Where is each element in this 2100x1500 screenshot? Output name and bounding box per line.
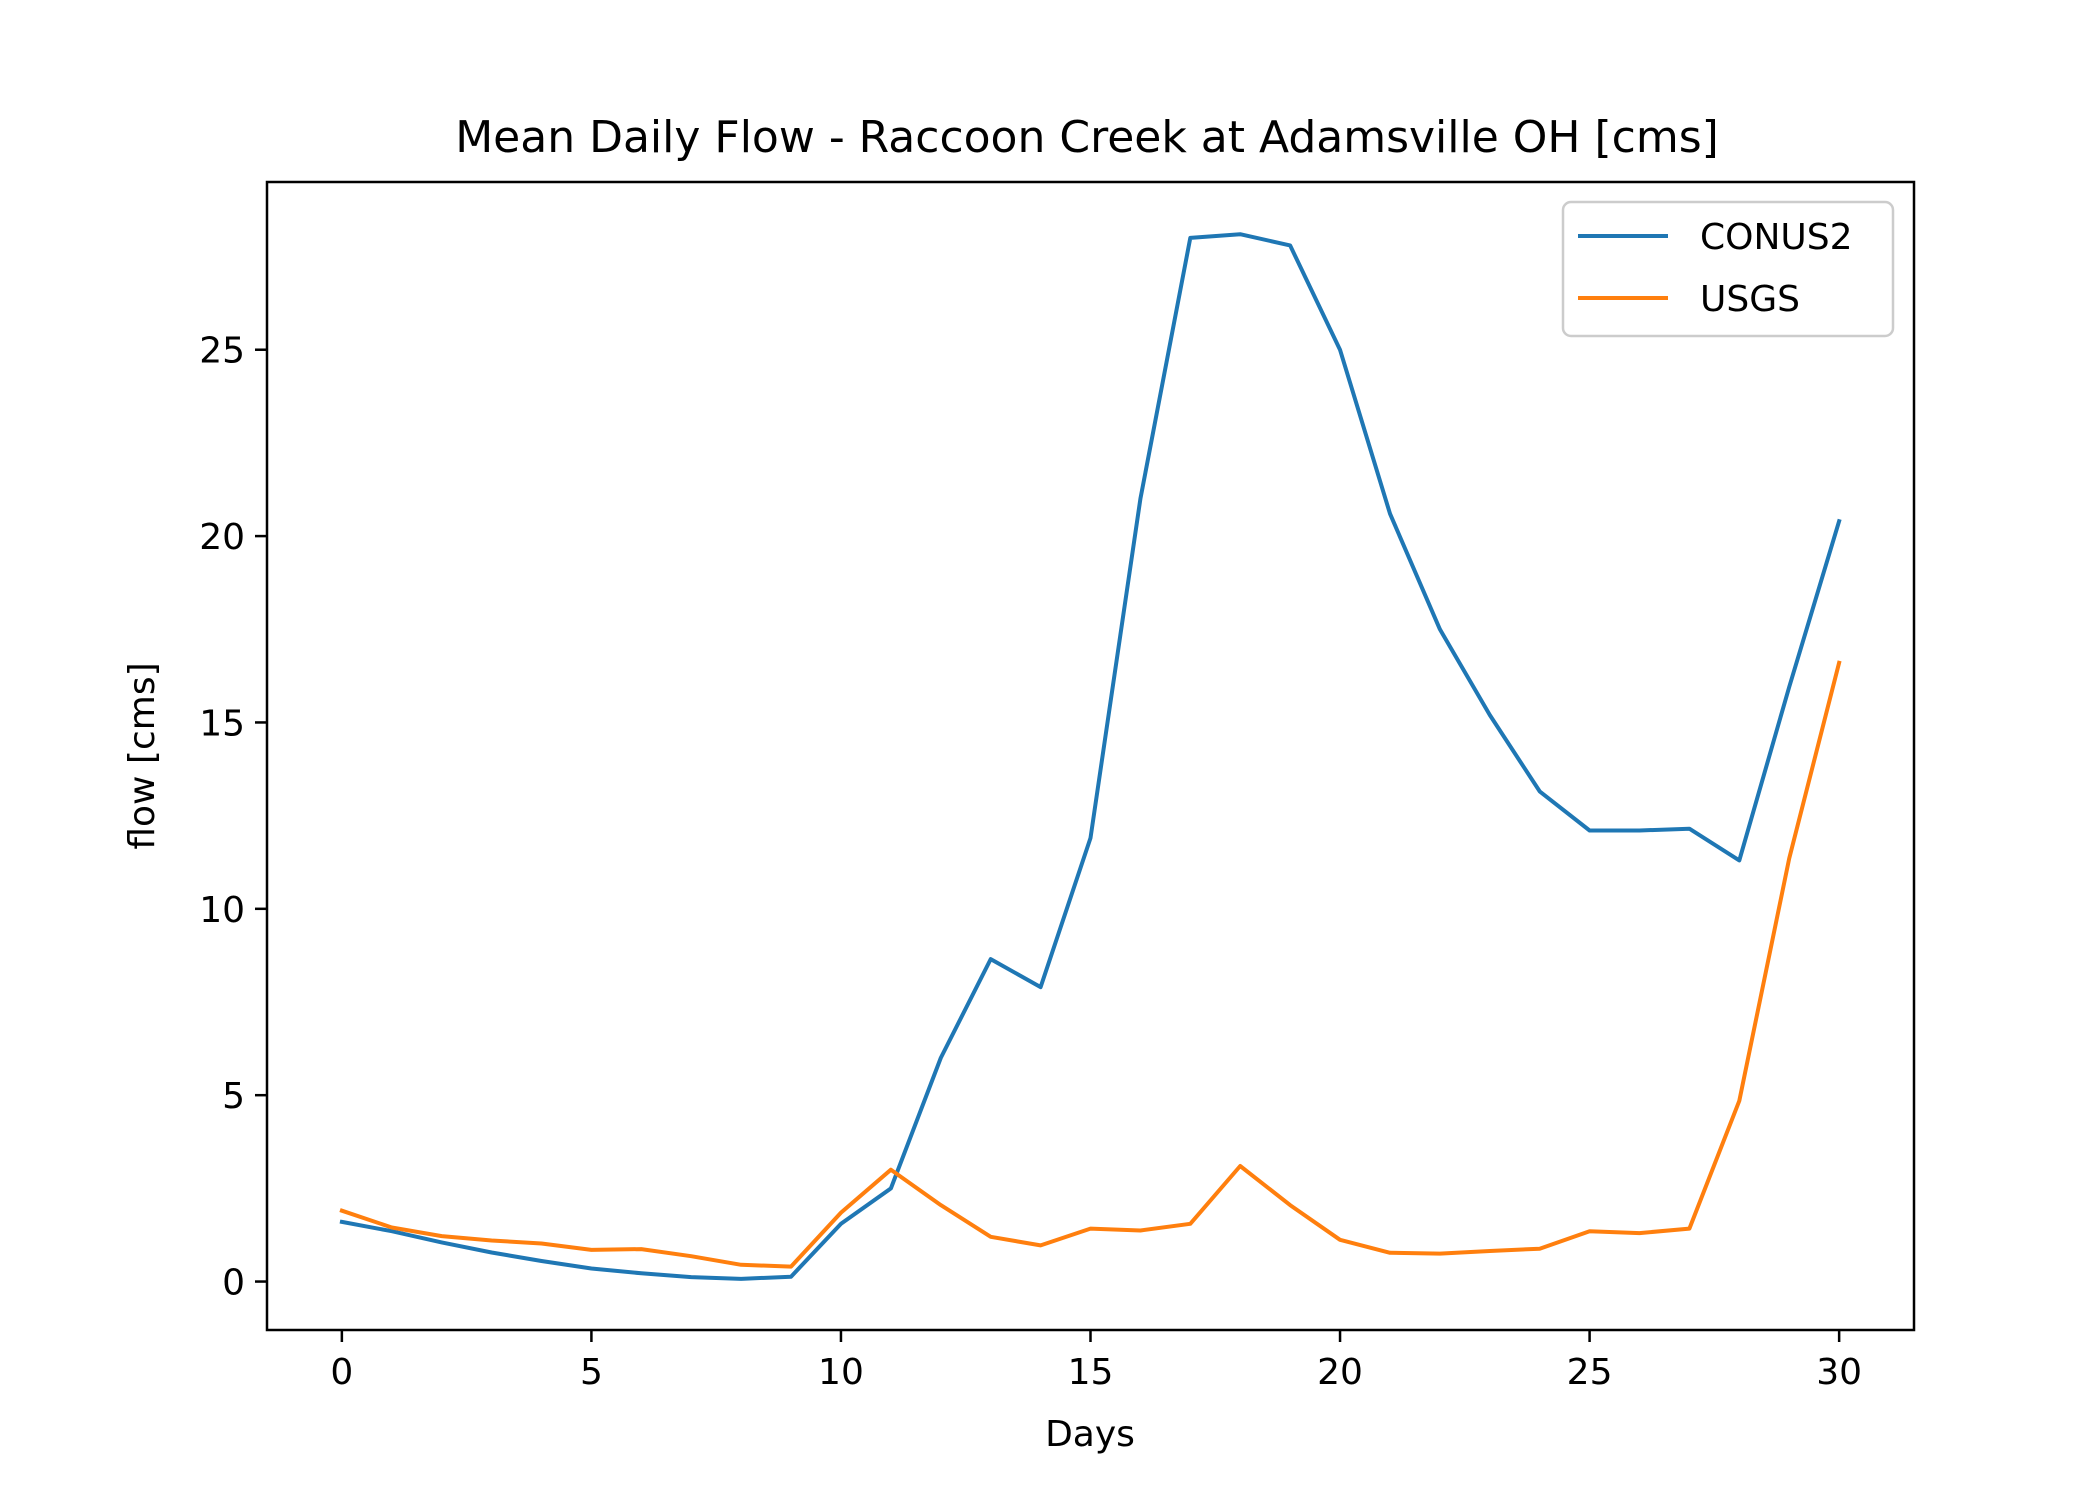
legend-label-conus2: CONUS2: [1700, 217, 1853, 258]
x-tick-label: 20: [1317, 1352, 1363, 1393]
series-line-usgs: [339, 660, 1842, 1269]
x-tick-label: 15: [1068, 1352, 1114, 1393]
legend-label-usgs: USGS: [1700, 279, 1800, 320]
x-tick-label: 30: [1816, 1352, 1862, 1393]
series-line-conus2: [339, 232, 1842, 1281]
y-tick-label: 15: [199, 703, 245, 744]
x-axis: 0 5 10 15 20 25 30: [330, 1330, 1862, 1393]
chart-title: Mean Daily Flow - Raccoon Creek at Adams…: [455, 112, 1719, 163]
x-tick-label: 25: [1567, 1352, 1613, 1393]
y-tick-label: 25: [199, 331, 245, 372]
legend: CONUS2 USGS: [1561, 200, 1895, 338]
x-tick-label: 0: [330, 1352, 353, 1393]
x-tick-label: 5: [580, 1352, 603, 1393]
y-tick-label: 10: [199, 890, 245, 931]
y-tick-label: 5: [222, 1076, 245, 1117]
y-axis: 0 5 10 15 20 25: [199, 331, 267, 1304]
x-axis-label: Days: [1045, 1414, 1135, 1455]
x-tick-label: 10: [818, 1352, 864, 1393]
series-layer: [339, 232, 1842, 1281]
legend-items: CONUS2 USGS: [1578, 217, 1853, 320]
y-tick-label: 0: [222, 1263, 245, 1304]
y-axis-label: flow [cms]: [122, 662, 163, 849]
y-tick-label: 20: [199, 517, 245, 558]
